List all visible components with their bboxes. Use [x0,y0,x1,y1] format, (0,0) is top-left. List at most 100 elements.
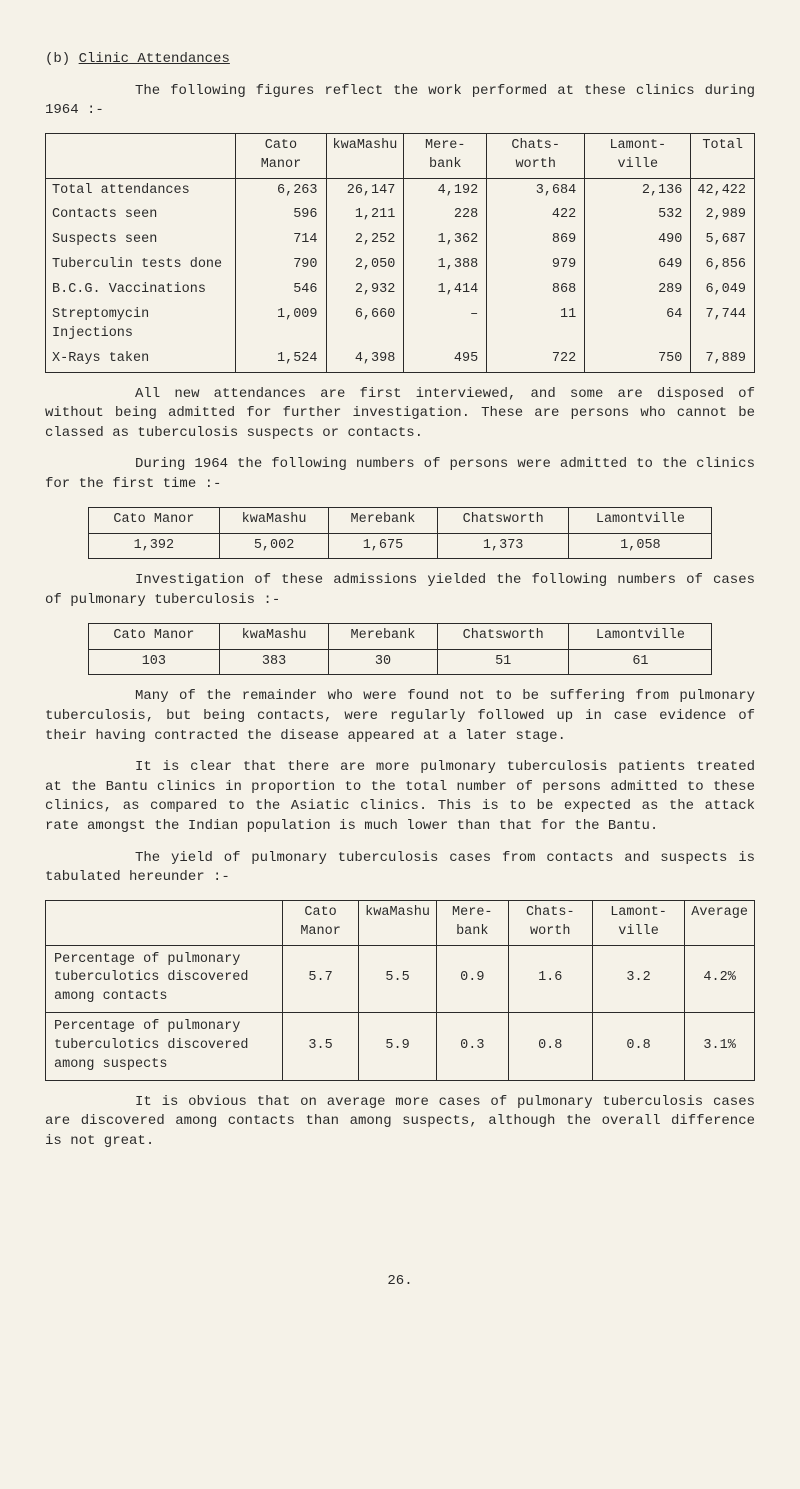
cell: 4,398 [326,347,404,372]
th: Chatsworth [437,623,569,649]
cell: 868 [487,278,585,303]
cell: 5.5 [359,945,437,1013]
table-row: Streptomycin Injections 1,009 6,660 – 11… [46,303,755,347]
cell: 6,263 [236,178,326,203]
cell: Percentage of pulmonary tuberculotics di… [46,1013,283,1081]
cell: 4,192 [404,178,487,203]
th-chatsworth: Chats-worth [487,133,585,178]
cell: – [404,303,487,347]
cell: 2,252 [326,228,404,253]
cell: 3.5 [283,1013,359,1081]
cell: 1,414 [404,278,487,303]
cell: 532 [585,203,691,228]
cell: 1.6 [508,945,592,1013]
th: Merebank [329,507,438,533]
table-first-time-admissions: Cato Manor kwaMashu Merebank Chatsworth … [88,507,713,560]
cell: 3,684 [487,178,585,203]
cell: 7,889 [691,347,755,372]
cell: Suspects seen [46,228,236,253]
cell: 490 [585,228,691,253]
table-row: 103 383 30 51 61 [88,649,712,675]
th: Chats-worth [508,900,592,945]
cell: 11 [487,303,585,347]
cell: 790 [236,253,326,278]
cell: 51 [437,649,569,675]
th: Merebank [329,623,438,649]
cell: 1,524 [236,347,326,372]
cell: 5.7 [283,945,359,1013]
cell: Tuberculin tests done [46,253,236,278]
cell: 714 [236,228,326,253]
cell: Streptomycin Injections [46,303,236,347]
th: Chatsworth [437,507,569,533]
cell: 1,211 [326,203,404,228]
section-title: Clinic Attendances [79,51,230,67]
table-row: Percentage of pulmonary tuberculotics di… [46,1013,755,1081]
cell: B.C.G. Vaccinations [46,278,236,303]
table-header-row: Cato Manor kwaMashu Merebank Chatsworth … [88,507,712,533]
cell: 2,136 [585,178,691,203]
section-label: (b) [45,51,70,67]
cell: 1,392 [88,533,220,559]
table-yield-percentages: Cato Manor kwaMashu Mere-bank Chats-wort… [45,900,755,1081]
cell: 3.2 [592,945,684,1013]
cell: 103 [88,649,220,675]
cell: 649 [585,253,691,278]
th-kwamashu: kwaMashu [326,133,404,178]
cell: Total attendances [46,178,236,203]
cell: 0.8 [592,1013,684,1081]
th: kwaMashu [220,507,329,533]
cell: 7,744 [691,303,755,347]
cell: X-Rays taken [46,347,236,372]
table-row: Suspects seen 714 2,252 1,362 869 490 5,… [46,228,755,253]
cell: 64 [585,303,691,347]
table-tb-cases: Cato Manor kwaMashu Merebank Chatsworth … [88,623,713,676]
table-row: Tuberculin tests done 790 2,050 1,388 97… [46,253,755,278]
cell: 750 [585,347,691,372]
paragraph: It is clear that there are more pulmonar… [45,758,755,836]
th: Cato Manor [88,623,220,649]
cell: 383 [220,649,329,675]
th-blank [46,133,236,178]
section-heading: (b) Clinic Attendances [45,50,755,70]
th-blank [46,900,283,945]
cell: 289 [585,278,691,303]
table-row: X-Rays taken 1,524 4,398 495 722 750 7,8… [46,347,755,372]
cell: 6,660 [326,303,404,347]
cell: 1,362 [404,228,487,253]
cell: 722 [487,347,585,372]
cell: Contacts seen [46,203,236,228]
table-clinic-attendances: Cato Manor kwaMashu Mere-bank Chats-wort… [45,133,755,373]
cell: 30 [329,649,438,675]
th: kwaMashu [220,623,329,649]
paragraph-intro: The following figures reflect the work p… [45,82,755,121]
table-row: Total attendances 6,263 26,147 4,192 3,6… [46,178,755,203]
cell: 2,989 [691,203,755,228]
th: Lamontville [569,623,712,649]
th-lamontville: Lamont-ville [585,133,691,178]
cell: 422 [487,203,585,228]
table-header-row: Cato Manor kwaMashu Mere-bank Chats-wort… [46,133,755,178]
cell: 4.2% [685,945,755,1013]
cell: 1,009 [236,303,326,347]
cell: 1,675 [329,533,438,559]
cell: 5,002 [220,533,329,559]
th-cato: Cato Manor [236,133,326,178]
table-header-row: Cato Manor kwaMashu Mere-bank Chats-wort… [46,900,755,945]
table-row: Percentage of pulmonary tuberculotics di… [46,945,755,1013]
th: Average [685,900,755,945]
cell: 2,932 [326,278,404,303]
cell: 1,058 [569,533,712,559]
table-row: 1,392 5,002 1,675 1,373 1,058 [88,533,712,559]
paragraph: All new attendances are first interviewe… [45,385,755,444]
th: Cato Manor [283,900,359,945]
cell: 2,050 [326,253,404,278]
paragraph: Investigation of these admissions yielde… [45,571,755,610]
cell: 0.8 [508,1013,592,1081]
th: Lamontville [569,507,712,533]
cell: 61 [569,649,712,675]
cell: 495 [404,347,487,372]
paragraph: The yield of pulmonary tuberculosis case… [45,849,755,888]
cell: 1,388 [404,253,487,278]
paragraph: Many of the remainder who were found not… [45,687,755,746]
